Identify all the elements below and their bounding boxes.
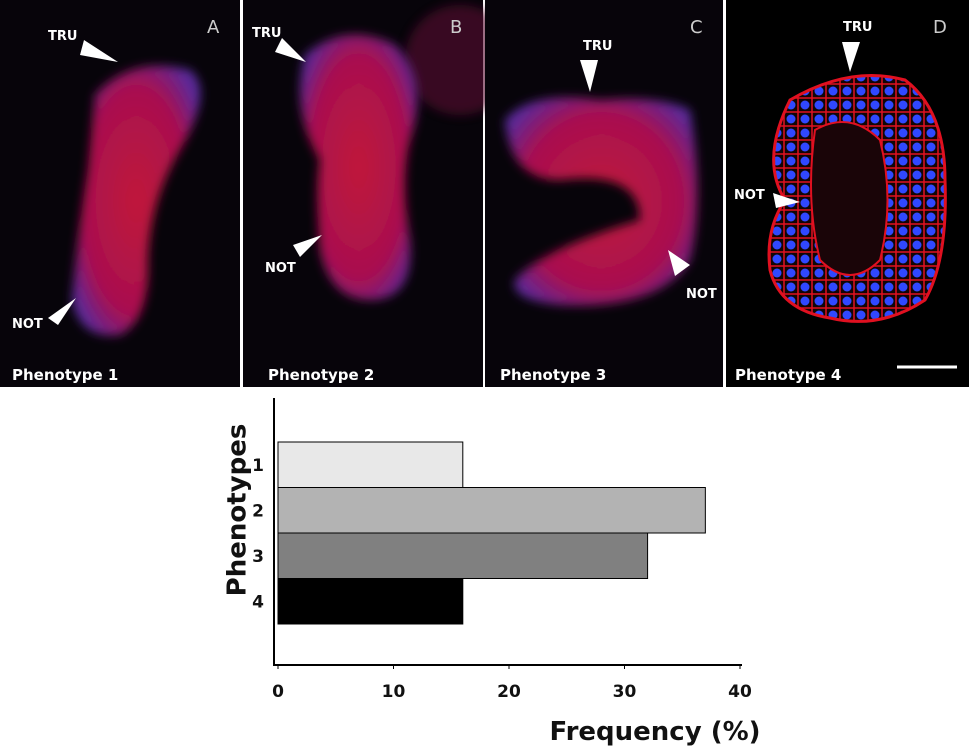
y-tick-label: 4 <box>252 592 264 612</box>
bar <box>277 578 464 625</box>
panel-label: Phenotype 1 <box>12 366 118 384</box>
x-tick-label: 20 <box>497 682 521 702</box>
x-tick-label: 0 <box>272 682 284 702</box>
panel-c: TRU NOT C Phenotype 3 <box>485 0 723 387</box>
panel-letter: C <box>690 17 703 38</box>
y-tick-label: 3 <box>252 547 264 567</box>
y-axis-label: Phenotypes <box>223 424 253 597</box>
panel-letter: A <box>207 17 220 38</box>
panel-letter: D <box>933 17 947 38</box>
bar <box>277 532 649 579</box>
y-tick-label: 2 <box>252 501 264 521</box>
bar-chart: Frequency (%) Phenotypes 0 10 20 30 40 1 2 3 4 <box>223 398 761 747</box>
marker-label: NOT <box>265 261 296 276</box>
marker-label: TRU <box>252 26 281 41</box>
panel-label: Phenotype 2 <box>268 366 374 384</box>
x-tick-label: 10 <box>382 682 406 702</box>
panel-a: TRU NOT A Phenotype 1 <box>0 0 240 387</box>
marker-label: TRU <box>583 39 612 54</box>
panel-label: Phenotype 4 <box>735 366 841 384</box>
x-tick-label: 40 <box>728 682 752 702</box>
bar <box>277 487 706 534</box>
panel-d: TRU NOT D Phenotype 4 <box>726 0 969 387</box>
y-tick-label: 1 <box>252 456 264 476</box>
bar <box>277 441 464 488</box>
marker-label: TRU <box>48 29 77 44</box>
marker-label: NOT <box>686 287 717 302</box>
panel-b: TRU NOT B Phenotype 2 <box>243 0 515 387</box>
marker-label: NOT <box>12 317 43 332</box>
x-tick-label: 30 <box>613 682 637 702</box>
marker-label: TRU <box>843 20 872 35</box>
panel-label: Phenotype 3 <box>500 366 606 384</box>
marker-label: NOT <box>734 188 765 203</box>
panel-letter: B <box>450 17 462 38</box>
x-axis-label: Frequency (%) <box>549 717 760 747</box>
